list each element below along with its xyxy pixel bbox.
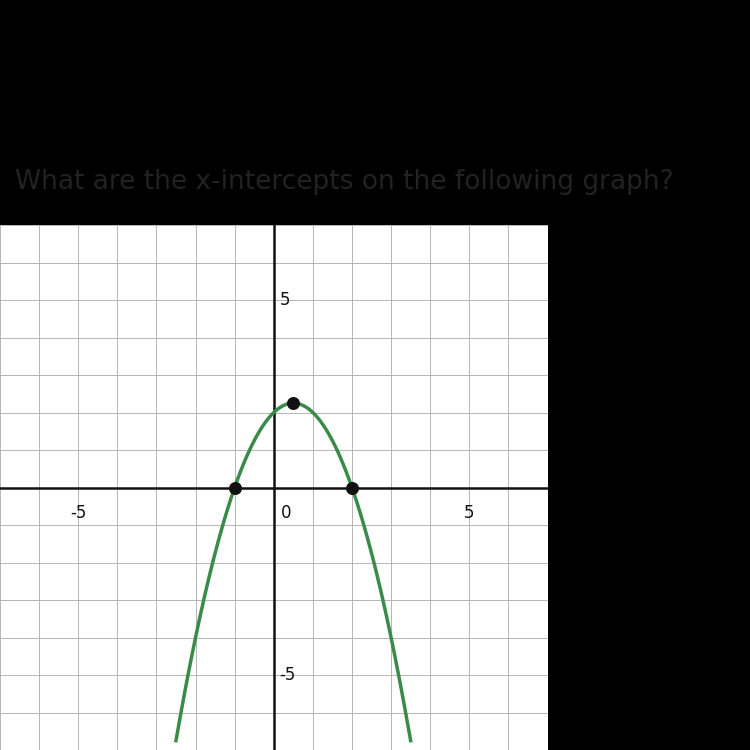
Text: 0: 0 (280, 504, 291, 522)
Text: What are the x-intercepts on the following graph?: What are the x-intercepts on the followi… (15, 169, 674, 195)
Point (229, 482, 241, 494)
Point (346, 482, 358, 494)
Text: 5: 5 (464, 504, 475, 522)
Text: -5: -5 (280, 666, 296, 684)
Text: 5: 5 (280, 291, 290, 309)
Point (287, 398, 299, 410)
Text: -5: -5 (70, 504, 86, 522)
